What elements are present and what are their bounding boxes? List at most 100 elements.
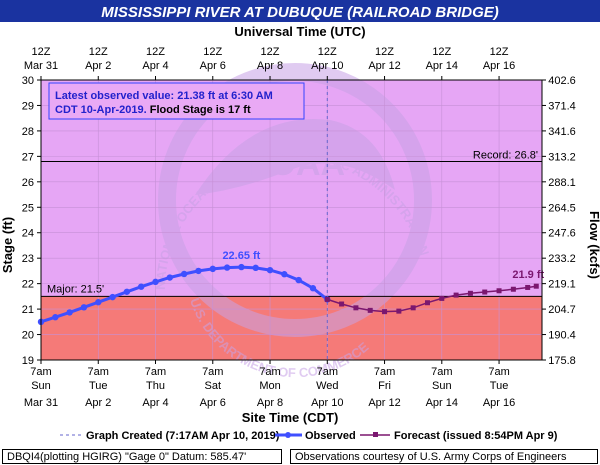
top-x-tick-time: 12Z — [490, 46, 509, 58]
top-axis-label: Universal Time (UTC) — [234, 24, 365, 39]
info-flood-stage: Flood Stage is 17 ft — [147, 104, 251, 116]
y-tick-label: 24 — [22, 228, 34, 240]
bottom-x-tick-time: 7am — [145, 366, 166, 378]
y-tick-label: 26 — [22, 177, 34, 189]
top-x-tick-date: Apr 4 — [142, 60, 168, 72]
y-tick-label: 19 — [22, 355, 34, 367]
forecast-point — [453, 292, 459, 298]
forecast-point — [410, 305, 416, 311]
top-x-tick-time: 12Z — [89, 46, 108, 58]
top-x-tick-date: Apr 2 — [85, 60, 111, 72]
bottom-x-tick-day: Tue — [89, 380, 108, 392]
y-tick-label: 25 — [22, 202, 34, 214]
top-x-axis: 12Z Mar 31 12Z Apr 2 12Z Apr 4 12Z Apr 6 12Z Apr … — [24, 46, 515, 80]
bottom-x-tick-date: Apr 14 — [426, 397, 458, 409]
y-tick-label: 29 — [22, 100, 34, 112]
y-axis-label: Stage (ft) — [0, 217, 15, 273]
top-x-tick-date: Apr 6 — [200, 60, 226, 72]
forecast-point — [482, 289, 488, 295]
watermark-logo: NOAA — [245, 145, 345, 183]
y-tick-label: 27 — [22, 151, 34, 163]
threshold-label-major: Major: 21.5' — [47, 283, 104, 295]
top-x-tick-date: Apr 8 — [257, 60, 283, 72]
top-x-tick-date: Mar 31 — [24, 60, 58, 72]
top-x-tick-time: 12Z — [32, 46, 51, 58]
observed-point — [195, 267, 202, 275]
observed-point — [109, 293, 116, 301]
bottom-x-tick-day: Fri — [378, 380, 391, 392]
bottom-x-tick-time: 7am — [488, 366, 509, 378]
bottom-x-tick-date: Apr 16 — [483, 397, 515, 409]
y-tick-label: 23 — [22, 253, 34, 265]
forecast-point — [382, 309, 388, 315]
observed-point — [223, 264, 231, 271]
top-x-tick-time: 12Z — [146, 46, 165, 58]
observed-peak-label: 22.65 ft — [222, 250, 260, 262]
chart-title: MISSISSIPPI RIVER AT DUBUQUE (RAILROAD B… — [101, 4, 499, 21]
bottom-x-tick-time: 7am — [374, 366, 395, 378]
bottom-x-tick-date: Apr 6 — [200, 397, 226, 409]
y2-tick-label: 288.1 — [548, 177, 576, 189]
forecast-point — [339, 301, 345, 307]
threshold-label-record: Record: 26.8' — [473, 149, 538, 161]
info-box-frame — [48, 82, 305, 120]
y-tick-label: 28 — [22, 126, 34, 138]
top-x-tick-time: 12Z — [203, 46, 222, 58]
y2-tick-label: 264.5 — [548, 202, 576, 214]
left-y-axis: 19 20 21 22 23 24 25 26 27 28 29 30 — [22, 75, 41, 367]
bottom-x-tick-time: 7am — [431, 366, 452, 378]
watermark-gull-shape — [195, 118, 395, 195]
top-x-tick-time: 12Z — [318, 46, 337, 58]
observations-credit-footer: Observations courtesy of U.S. Army Corps… — [290, 449, 598, 464]
y2-tick-label: 233.2 — [548, 253, 576, 265]
hydrograph-chart: MISSISSIPPI RIVER AT DUBUQUE (RAILROAD B… — [0, 0, 600, 442]
forecast-point — [367, 307, 373, 313]
bottom-axis-label: Site Time (CDT) — [242, 410, 339, 425]
legend-forecast-label: Forecast (issued 8:54PM Apr 9) — [394, 430, 558, 442]
y2-tick-label: 175.8 — [548, 355, 576, 367]
y-tick-label: 22 — [22, 279, 34, 291]
forecast-point — [424, 300, 430, 306]
bottom-x-tick-day: Sun — [432, 380, 452, 392]
forecast-point — [324, 296, 330, 302]
top-x-tick-date: Apr 14 — [426, 60, 458, 72]
bottom-x-tick-date: Apr 4 — [142, 397, 168, 409]
y2-tick-label: 341.6 — [548, 126, 576, 138]
y-tick-label: 20 — [22, 330, 34, 342]
right-y-axis: 402.6 371.4 341.6 313.2 288.1 264.5 247.6 233.2… — [542, 75, 576, 367]
legend: Graph Created (7:17AM Apr 10, 2019) Obse… — [60, 430, 558, 442]
gage-datum-footer: DBQI4(plotting HGIRG) "Gage 0" Datum: 58… — [2, 449, 282, 464]
bottom-x-tick-date: Apr 12 — [368, 397, 400, 409]
bottom-x-tick-time: 7am — [202, 366, 223, 378]
y2-tick-label: 204.7 — [548, 304, 576, 316]
bottom-x-tick-time: 7am — [88, 366, 109, 378]
observed-point — [152, 278, 159, 286]
bottom-x-tick-day: Sun — [31, 380, 51, 392]
bottom-x-tick-day: Mon — [259, 380, 280, 392]
legend-created-label: Graph Created (7:17AM Apr 10, 2019) — [86, 430, 280, 442]
top-x-tick-date: Apr 10 — [311, 60, 343, 72]
forecast-point — [439, 295, 445, 301]
top-x-tick-time: 12Z — [375, 46, 394, 58]
bottom-x-tick-date: Apr 8 — [257, 397, 283, 409]
y2-tick-label: 371.4 — [548, 100, 576, 112]
observed-point — [80, 304, 88, 311]
y-tick-label: 21 — [22, 304, 34, 316]
info-line-2-date: CDT 10-Apr-2019. — [55, 104, 147, 116]
observed-point — [66, 309, 73, 316]
y2-tick-label: 402.6 — [548, 75, 576, 87]
observed-point — [238, 263, 245, 271]
observed-point — [252, 264, 259, 272]
info-line-1: Latest observed value: 21.38 ft at 6:30 … — [55, 90, 273, 102]
bottom-x-tick-day: Wed — [316, 380, 338, 392]
observed-point — [95, 299, 102, 306]
forecast-points — [324, 283, 539, 315]
forecast-point — [396, 308, 402, 314]
observed-point — [138, 283, 145, 290]
bottom-x-tick-date: Apr 10 — [311, 397, 343, 409]
observed-point — [52, 314, 59, 321]
legend-observed-label: Observed — [305, 430, 356, 442]
bottom-x-axis: 7am Sun Mar 31 7am Tue Apr 2 7am Thu Apr 4 7am Sat… — [24, 360, 515, 409]
forecast-point — [525, 284, 531, 290]
forecast-end-label: 21.9 ft — [512, 269, 544, 281]
